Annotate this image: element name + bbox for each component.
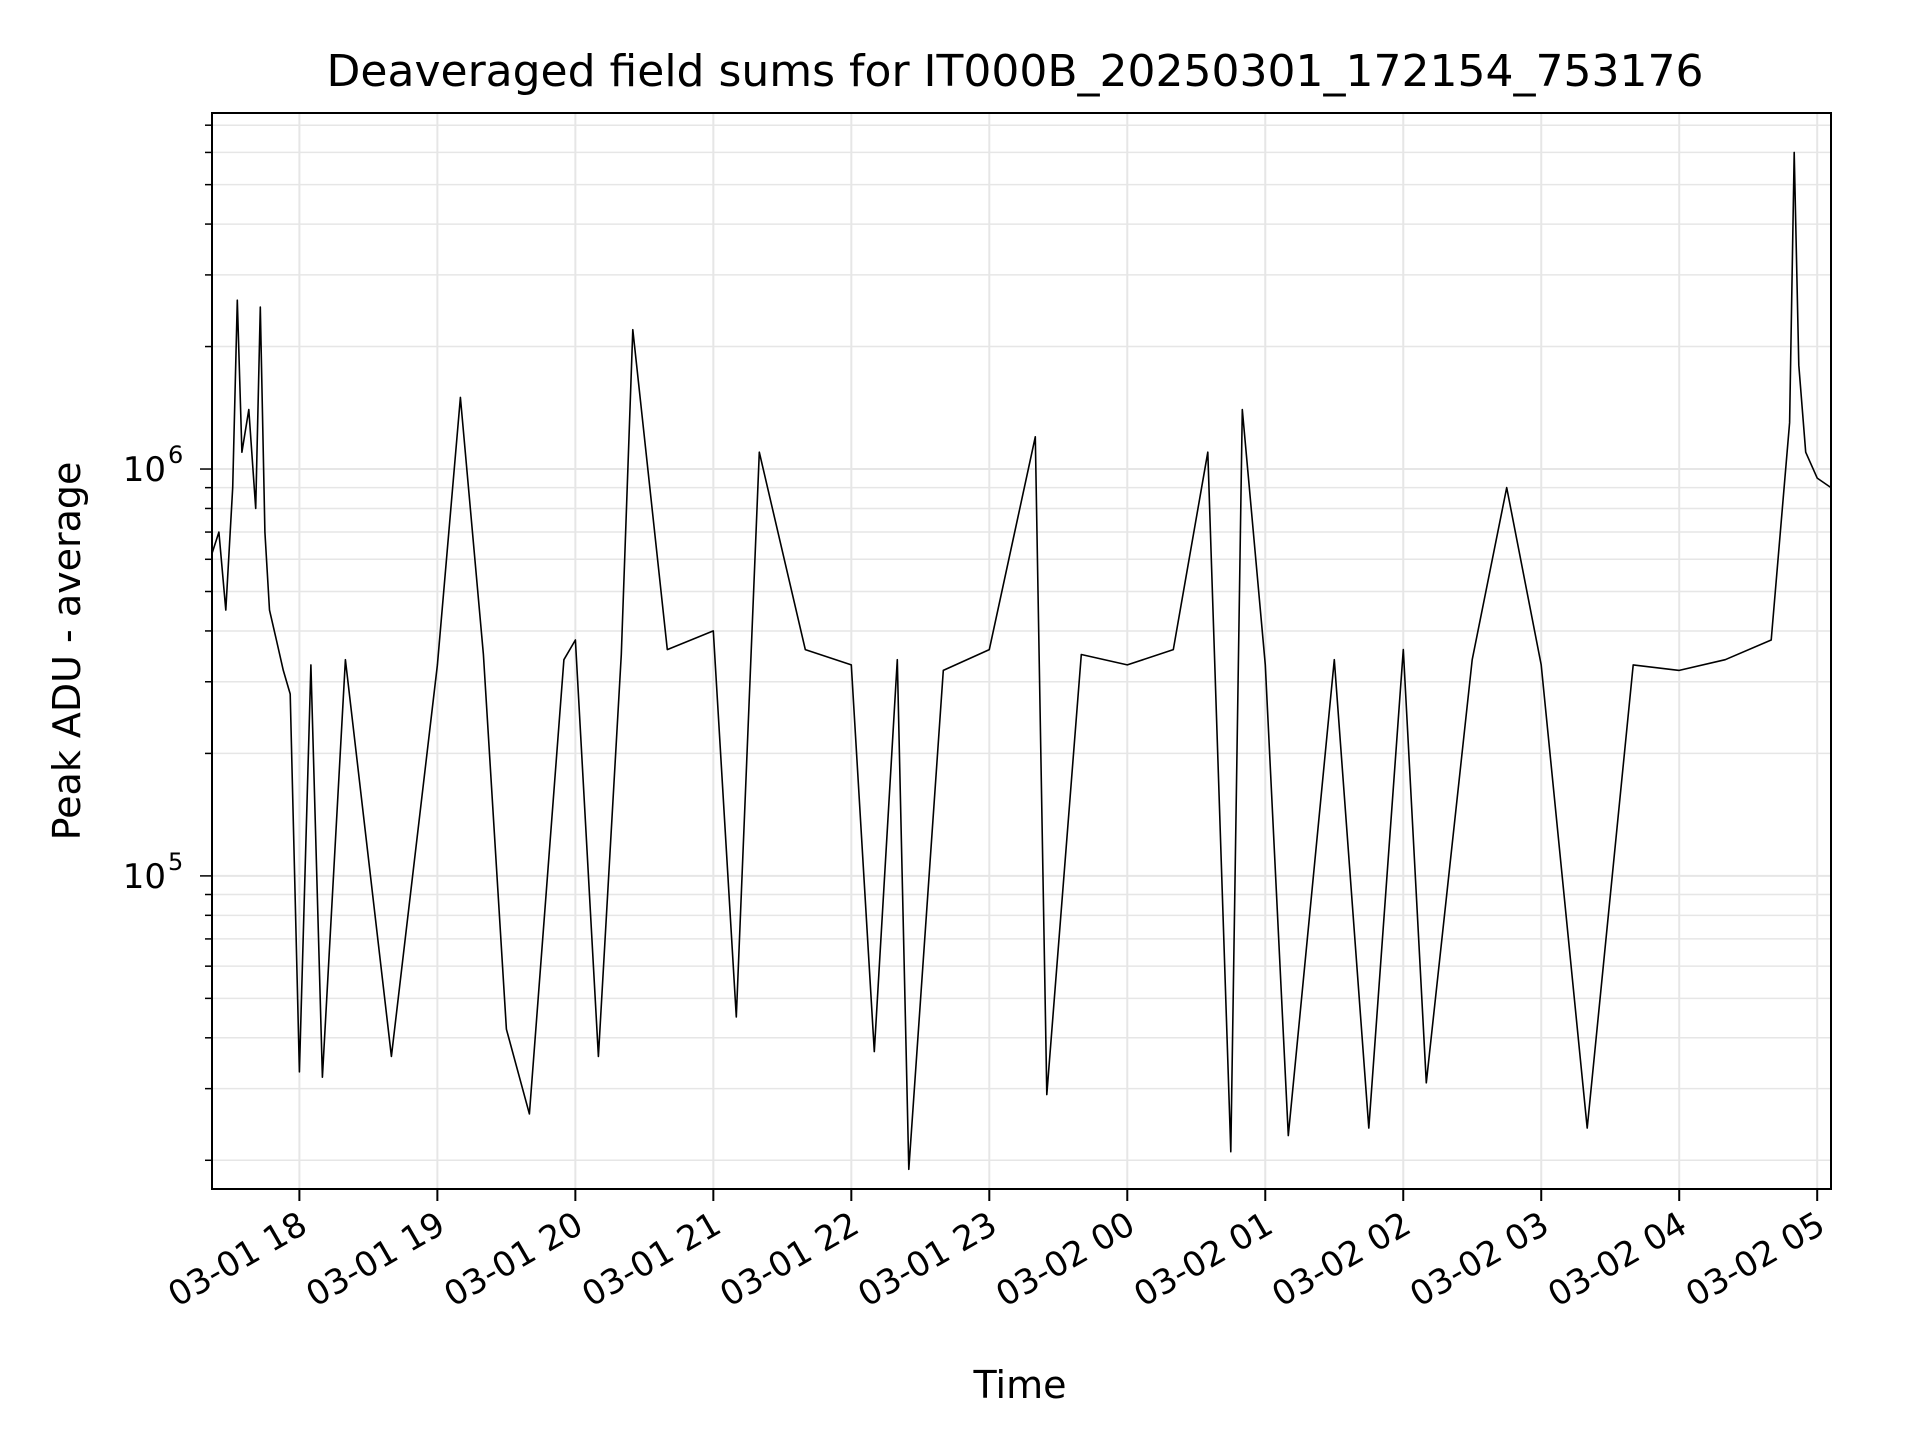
y-tick-exponent: 5: [168, 848, 183, 876]
y-tick-label: 10: [123, 450, 166, 490]
series-group: [211, 151, 1832, 1171]
grid: [212, 113, 1831, 1189]
y-tick-exponent: 6: [168, 441, 183, 469]
y-axis-label: Peak ADU - average: [45, 462, 89, 841]
y-tick-label: 10: [123, 857, 166, 897]
series-line: [211, 151, 1832, 1171]
plot-frame: [211, 112, 1832, 1190]
chart-title: Deaveraged field sums for IT000B_2025030…: [327, 46, 1704, 97]
x-axis-label: Time: [973, 1363, 1067, 1407]
